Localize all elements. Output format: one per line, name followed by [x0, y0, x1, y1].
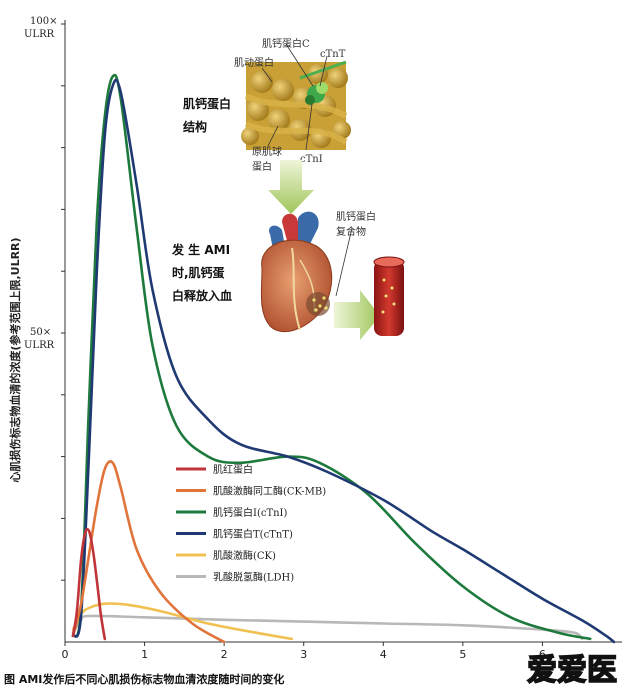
y-tick-label-100-line1: 100× — [30, 16, 57, 27]
heart-icon — [260, 211, 333, 333]
x-tick-label: 5 — [459, 648, 466, 661]
series-line-1 — [71, 460, 226, 644]
label-actin: 肌动蛋白 — [234, 56, 274, 69]
illustration-title-line1: 肌钙蛋白 — [182, 96, 231, 111]
figure-caption: 图 AMI发作后不同心肌损伤标志物血清浓度随时间的变化 — [4, 672, 284, 686]
legend-label-3: 肌钙蛋白T(cTnT) — [213, 528, 293, 541]
legend-label-1: 肌酸激酶同工酶(CK-MB) — [213, 485, 326, 498]
series-line-0 — [71, 527, 107, 641]
x-tick-label: 3 — [300, 648, 307, 661]
troponin-illustration: 肌钙蛋白C cTnT 肌动蛋白 原肌球 蛋白 cTnI 肌钙蛋白 结构 肌钙蛋白… — [171, 37, 405, 340]
label-complex-line2: 复合物 — [336, 225, 366, 238]
series-line-4 — [71, 602, 294, 641]
legend-label-4: 肌酸激酶(CK) — [213, 549, 276, 562]
y-tick-label-50-line1: 50× — [30, 327, 51, 338]
x-tick-label: 0 — [62, 648, 69, 661]
series-line-3 — [71, 78, 616, 644]
watermark: 爱爱医 — [527, 653, 617, 688]
label-tropomyosin-line2: 蛋白 — [252, 160, 272, 173]
series-line-2 — [71, 73, 592, 641]
y-axis-ticks — [61, 23, 65, 581]
y-tick-label-100-line2: ULRR — [24, 29, 55, 40]
y-tick-label-50-line2: ULRR — [24, 340, 55, 351]
y-axis-title: 心肌损伤标志物血清的浓度(参考范围上限,ULRR) — [8, 237, 22, 482]
x-tick-label: 2 — [221, 648, 228, 661]
legend-label-0: 肌红蛋白 — [213, 463, 253, 476]
legend-label-2: 肌钙蛋白I(cTnI) — [213, 506, 288, 519]
label-tropomyosin-line1: 原肌球 — [252, 145, 282, 158]
label-complex-line1: 肌钙蛋白 — [336, 210, 376, 223]
series-line-5 — [71, 614, 584, 641]
label-ctni: cTnI — [300, 154, 323, 165]
x-tick-label: 4 — [380, 648, 387, 661]
illustration-title-line2: 结构 — [183, 119, 207, 134]
right-arrow-icon — [334, 290, 380, 340]
release-text-line2: 时,肌钙蛋 — [172, 265, 225, 280]
actin-beads — [241, 64, 351, 148]
label-ctnt: cTnT — [320, 49, 346, 60]
down-arrow-icon — [268, 160, 314, 214]
legend-label-5: 乳酸脱氢酶(LDH) — [213, 571, 294, 584]
blood-vessel-icon — [373, 256, 405, 336]
release-text-line3: 白释放入血 — [172, 288, 232, 303]
series-layer — [71, 73, 616, 644]
x-tick-label: 6 — [539, 648, 546, 661]
release-text-line1: 发 生 AMI — [171, 242, 230, 257]
troponin-complex-marker — [299, 60, 347, 105]
x-tick-label: 1 — [141, 648, 148, 661]
label-troponin-c: 肌钙蛋白C — [262, 37, 310, 50]
x-axis-ticks: 0 1 2 3 4 5 6 — [62, 642, 546, 661]
